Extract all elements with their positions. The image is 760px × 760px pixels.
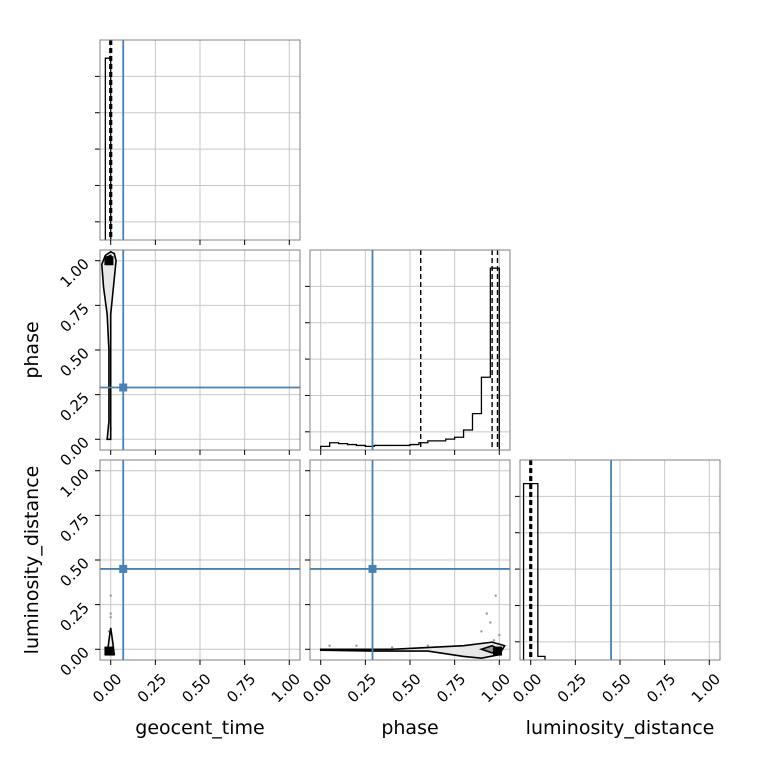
- sample-point: [498, 633, 501, 637]
- y-axis-label-luminosity_distance: luminosity_distance: [21, 466, 43, 655]
- panel-phase-phase: [305, 249, 511, 455]
- x-tick-label: 0.50: [178, 670, 214, 706]
- sample-point: [328, 644, 331, 647]
- x-tick-label: 0.25: [134, 670, 170, 706]
- y-tick-label: 0.50: [56, 554, 92, 590]
- histogram-geocent_time: [104, 57, 112, 240]
- y-tick-label: 0.75: [56, 509, 92, 545]
- x-tick-label: 0.00: [509, 670, 545, 706]
- x-axis-label-geocent_time: geocent_time: [135, 717, 264, 739]
- x-tick-label: 0.50: [388, 670, 424, 706]
- y-tick-label: 0.00: [56, 643, 92, 679]
- x-tick-label: 1.00: [478, 670, 514, 706]
- x-axis-label-phase: phase: [381, 717, 438, 739]
- contour-outer: [100, 250, 117, 441]
- truth-marker: [119, 383, 128, 392]
- density-peak: [493, 646, 502, 656]
- panel-phase-luminosity_distance: 0.00 0.25 0.50 0.75 1.00: [299, 459, 514, 706]
- sample-point: [494, 594, 497, 597]
- truth-marker: [368, 564, 377, 573]
- y-tick-label: 0.25: [56, 599, 92, 635]
- y-tick-label: 1.00: [56, 465, 92, 501]
- y-tick-label: 0.00: [56, 433, 92, 469]
- sample-point: [109, 612, 112, 615]
- sample-point: [355, 644, 358, 647]
- y-tick-label: 0.25: [56, 389, 92, 425]
- sample-point: [109, 594, 112, 597]
- histogram-phase: [320, 267, 500, 450]
- x-tick-label: 1.00: [268, 670, 304, 706]
- density-peak: [104, 256, 114, 266]
- contour-outer: [319, 641, 506, 660]
- y-tick-label: 0.50: [56, 344, 92, 380]
- panel-geocent_time-luminosity_distance: 0.00 0.25 0.50 0.75 1.000.000.250.500.751.00: [56, 459, 304, 706]
- x-tick-label: 0.25: [554, 670, 590, 706]
- x-tick-label: 0.00: [89, 670, 125, 706]
- panel-geocent_time-phase: 0.00 0.25 0.50 0.75 1.00: [56, 249, 301, 470]
- sample-point: [492, 639, 496, 642]
- truth-marker: [119, 564, 128, 573]
- sample-point: [109, 615, 112, 619]
- sample-point: [426, 644, 430, 647]
- sample-point: [489, 621, 492, 624]
- x-tick-label: 0.75: [643, 670, 679, 706]
- x-axis-label-luminosity_distance: luminosity_distance: [526, 717, 715, 739]
- panel-luminosity_distance-luminosity_distance: 0.00 0.25 0.50 0.75 1.00: [509, 459, 724, 706]
- x-tick-label: 0.25: [344, 670, 380, 706]
- y-axis-label-phase: phase: [21, 321, 43, 378]
- panel-geocent_time-geocent_time: [95, 39, 301, 245]
- x-tick-label: 0.75: [223, 670, 259, 706]
- sample-point: [390, 646, 394, 649]
- y-tick-label: 0.75: [56, 299, 92, 335]
- x-tick-label: 0.00: [299, 670, 335, 706]
- sample-point: [480, 630, 483, 633]
- sample-point: [485, 612, 488, 615]
- density-peak: [104, 646, 114, 656]
- y-tick-label: 1.00: [56, 255, 92, 291]
- x-tick-label: 0.75: [433, 670, 469, 706]
- x-tick-label: 1.00: [688, 670, 724, 706]
- x-tick-label: 0.50: [598, 670, 634, 706]
- histogram-luminosity_distance: [522, 482, 546, 660]
